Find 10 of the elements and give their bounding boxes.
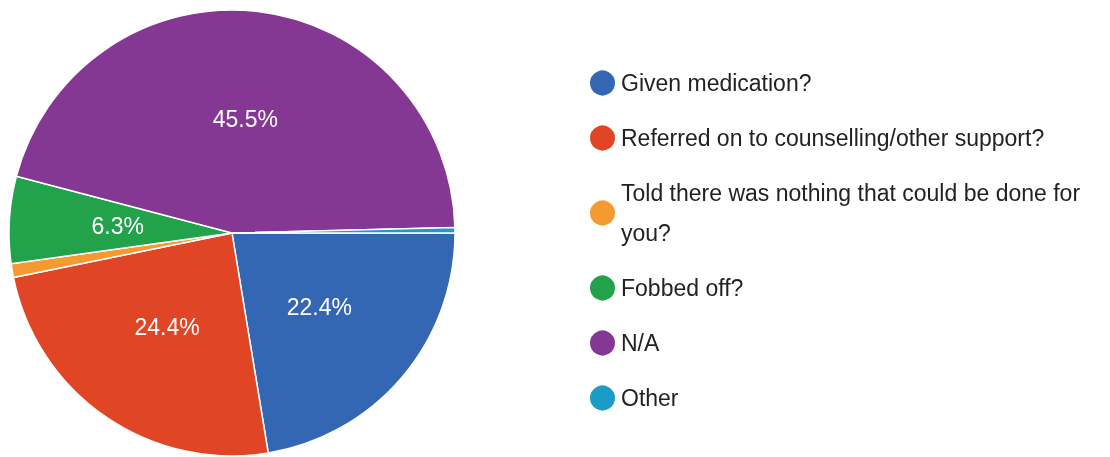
data-label: 45.5% <box>212 106 278 133</box>
data-label: 24.4% <box>134 314 200 341</box>
data-label: 22.4% <box>286 294 352 321</box>
legend-label: Fobbed off? <box>621 275 744 301</box>
legend-label: Told there was nothing that could be done for you? <box>621 180 1087 246</box>
legend-label: Other <box>621 385 679 411</box>
data-label: 6.3% <box>91 213 144 240</box>
legend-label: Referred on to counselling/other support? <box>621 125 1045 151</box>
legend-label: Given medication? <box>621 70 812 96</box>
legend-label: N/A <box>621 330 660 356</box>
